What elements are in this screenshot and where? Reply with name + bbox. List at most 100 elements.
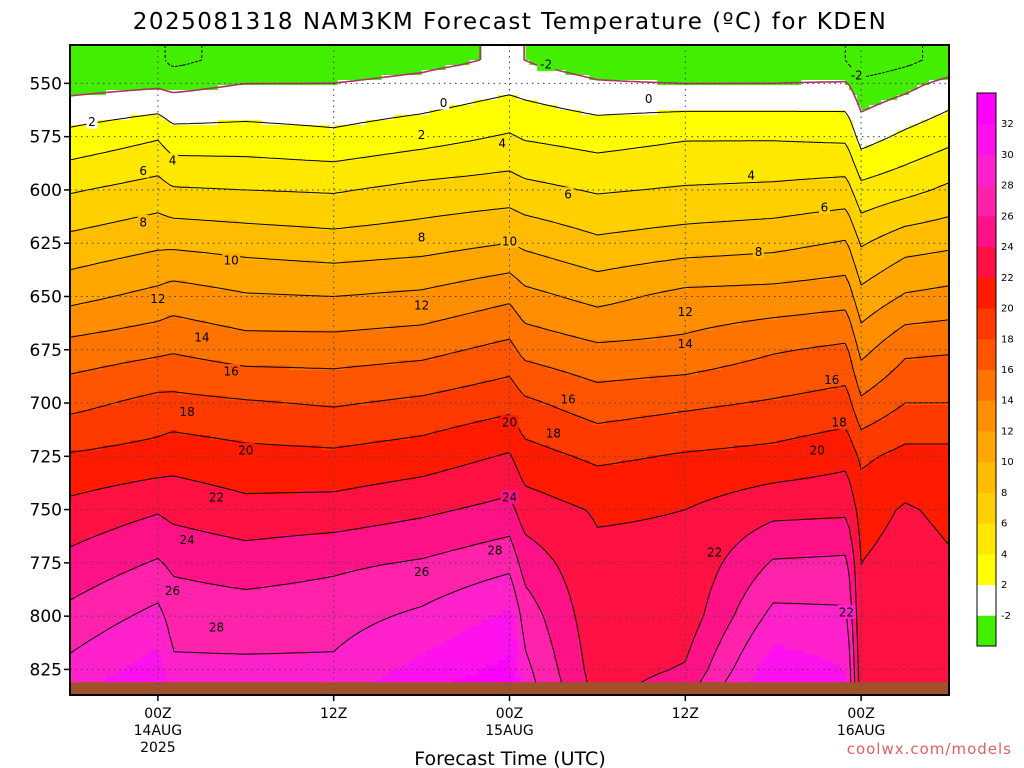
heatmap-cell [513, 615, 523, 621]
heatmap-cell [601, 340, 858, 346]
heatmap-cell [549, 630, 579, 636]
heatmap-cell [853, 565, 949, 571]
heatmap-cell [937, 150, 949, 156]
heatmap-cell [917, 355, 949, 361]
heatmap-cell [581, 110, 658, 116]
x-tick-label: 00Z [847, 706, 874, 722]
heatmap-cell [857, 270, 882, 276]
heatmap-cell [877, 455, 949, 461]
heatmap-cell [81, 540, 487, 546]
colorbar-swatch [977, 185, 996, 217]
colorbar-swatch [977, 308, 996, 340]
heatmap-cell [70, 575, 115, 581]
heatmap-cell [853, 500, 949, 506]
heatmap-cell [409, 395, 531, 401]
heatmap-cell [849, 535, 862, 541]
heatmap-cell [70, 150, 107, 156]
heatmap-cell [713, 585, 750, 591]
heatmap-cell [497, 660, 511, 666]
heatmap-cell [689, 645, 718, 651]
heatmap-cell [933, 115, 949, 121]
heatmap-cell [849, 635, 854, 641]
heatmap-cell [849, 665, 854, 671]
heatmap-cell [70, 265, 79, 271]
heatmap-cell [849, 645, 854, 651]
heatmap-cell [845, 560, 854, 566]
heatmap-cell [853, 640, 858, 646]
heatmap-cell [861, 555, 866, 561]
heatmap-cell [577, 630, 698, 636]
heatmap-cell [505, 535, 511, 541]
y-tick-label: 775 [30, 554, 62, 574]
heatmap-cell [481, 580, 515, 586]
heatmap-cell [70, 385, 463, 391]
heatmap-cell [569, 410, 678, 416]
colorbar-swatch [977, 461, 996, 493]
heatmap-cell [857, 620, 949, 626]
heatmap-cell [70, 370, 79, 376]
y-tick-label: 725 [30, 447, 62, 467]
heatmap-cell [853, 160, 914, 166]
y-tick-label: 575 [30, 128, 62, 148]
heatmap-cell [345, 640, 447, 646]
heatmap-cell [869, 350, 949, 356]
heatmap-cell [521, 630, 551, 636]
heatmap-cell [657, 110, 846, 116]
heatmap-cell [517, 350, 782, 356]
heatmap-cell [101, 580, 203, 586]
heatmap-cell [581, 655, 686, 661]
heatmap-cell [169, 150, 399, 156]
heatmap-cell [869, 315, 949, 321]
heatmap-cell [70, 605, 151, 611]
heatmap-cell [813, 345, 846, 351]
heatmap-cell [70, 580, 103, 586]
heatmap-cell [741, 650, 770, 656]
heatmap-cell [365, 525, 523, 531]
heatmap-cell [533, 360, 742, 366]
heatmap-cell [853, 635, 858, 641]
heatmap-cell [541, 400, 750, 406]
heatmap-cell [897, 260, 949, 266]
heatmap-cell [70, 355, 155, 361]
heatmap-cell [857, 165, 898, 171]
heatmap-cell [849, 395, 949, 401]
heatmap-cell [377, 620, 483, 626]
heatmap-cell [70, 310, 475, 316]
heatmap-cell [657, 225, 854, 231]
heatmap-cell [345, 570, 523, 576]
heatmap-cell [849, 570, 854, 576]
x-axis-label: Forecast Time (UTC) [414, 748, 605, 768]
heatmap-cell [517, 425, 862, 431]
heatmap-cell [481, 380, 515, 386]
heatmap-cell [561, 450, 682, 456]
heatmap-cell [521, 315, 778, 321]
heatmap-cell [861, 105, 870, 111]
heatmap-cell [513, 340, 598, 346]
x-tick-label: 00Z [144, 706, 171, 722]
heatmap-cell [701, 500, 854, 506]
heatmap-cell [513, 455, 579, 461]
heatmap-cell [537, 600, 575, 606]
heatmap-cell [70, 535, 91, 541]
heatmap-cell [849, 430, 949, 436]
y-tick-label: 600 [30, 181, 62, 201]
heatmap-cell [593, 520, 630, 526]
heatmap-cell [453, 425, 519, 431]
heatmap-cell [513, 540, 539, 546]
heatmap-cell [461, 385, 519, 391]
heatmap-cell [853, 220, 926, 226]
heatmap-cell [493, 340, 515, 346]
heatmap-cell [169, 430, 179, 436]
heatmap-cell [857, 415, 886, 421]
heatmap-cell [641, 145, 850, 151]
contour-label: 8 [755, 245, 763, 259]
heatmap-cell [929, 520, 949, 526]
contour-label: 22 [707, 546, 722, 560]
heatmap-cell [857, 615, 949, 621]
colorbar-swatch [977, 584, 996, 616]
heatmap-cell [853, 225, 902, 231]
heatmap-cell [833, 175, 846, 181]
heatmap-cell [621, 460, 862, 466]
heatmap-cell [873, 545, 949, 551]
heatmap-cell [137, 215, 171, 221]
